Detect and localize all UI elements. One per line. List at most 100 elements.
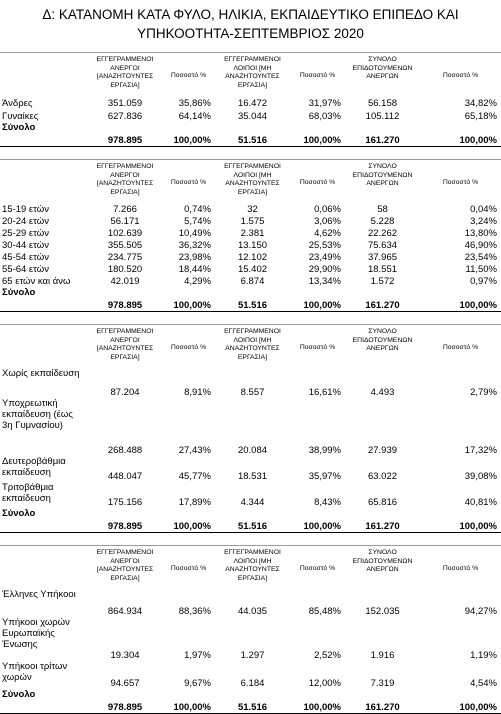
cell: 17,89% (178, 497, 211, 508)
column-header: Ποσοστό % (290, 52, 345, 96)
cell: 175.156 (107, 497, 143, 508)
cell: 88,36% (178, 606, 211, 617)
cell: 65,18% (464, 111, 497, 122)
cell: 42.019 (110, 276, 140, 287)
cell: 2,52% (314, 650, 341, 661)
cell: 180.520 (107, 264, 143, 275)
cell: 18.531 (237, 471, 268, 482)
empty-cell (0, 298, 88, 312)
row-label: 45-54 ετών (2, 252, 49, 263)
cell: 5.228 (370, 216, 395, 227)
total-cell: 51.516 (215, 519, 290, 533)
total-row: 978.895 100,00% 51.516 100,00% 161.270 100,00… (0, 133, 501, 147)
cell: 18.551 (367, 264, 398, 275)
cell: 38,99% (308, 445, 341, 456)
cell: 1.572 (370, 276, 395, 287)
cell: 1.575 (240, 216, 265, 227)
row-label: Τριτοβάθμια εκπαίδευση (2, 482, 54, 504)
data-row: 55-64 ετών 180.520 18,44% 15.402 29,90% 18.55… (0, 263, 501, 275)
cell: 58 (377, 204, 388, 215)
column-header: Ποσοστό % (420, 324, 501, 368)
total-cell: 51.516 (215, 133, 290, 147)
total-label-row: Σύνολο (0, 689, 501, 700)
cell: 4.344 (240, 497, 265, 508)
corner-cell (0, 324, 88, 368)
cell: 87.204 (110, 387, 140, 398)
cell: 36,32% (178, 240, 211, 251)
cell: 3,24% (470, 216, 497, 227)
column-header: ΣΥΝΟΛΟ ΕΠΙΔΟΤΟΥΜΕΝΩΝ ΑΝΕΡΓΩΝ (345, 324, 420, 368)
cell: 8,43% (314, 497, 341, 508)
cell: 16,61% (308, 387, 341, 398)
column-header: Ποσοστό % (162, 159, 215, 203)
row-label: Δευτεροβάθμια εκπαίδευση (2, 456, 66, 478)
cell: 17,32% (464, 445, 497, 456)
column-header: Ποσοστό % (290, 324, 345, 368)
cell: 27,43% (178, 445, 211, 456)
cell: 13,34% (308, 276, 341, 287)
cell: 8,91% (184, 387, 211, 398)
cell: 40,81% (464, 497, 497, 508)
cell: 448.047 (107, 471, 143, 482)
total-cell: 100,00% (420, 133, 501, 147)
cell: 37.965 (367, 252, 398, 263)
row-label: 55-64 ετών (2, 264, 49, 275)
title-line: ΥΠΗΚΟΟΤΗΤΑ-ΣΕΠΤΕΜΒΡΙΟΣ 2020 (137, 26, 364, 41)
cell: 29,90% (308, 264, 341, 275)
cell: 31,97% (308, 98, 341, 109)
cell: 94.657 (110, 678, 140, 689)
empty-cell (0, 133, 88, 147)
cell: 65.816 (367, 497, 398, 508)
total-label-row: Σύνολο (0, 287, 501, 298)
column-header: Ποσοστό % (162, 52, 215, 96)
cell: 8.557 (240, 387, 265, 398)
empty-cell (0, 519, 88, 533)
cell: 7.319 (370, 678, 395, 689)
row-label: Υποχρεωτική εκπαίδευση (έως 3η Γυμνασίου… (2, 398, 73, 431)
data-table: ΕΓΓΕΓΡΑΜΜΕΝΟΙ ΑΝΕΡΓΟΙ [ΑΝΑΖΗΤΟΥΝΤΕΣ ΕΡΓΑ… (0, 159, 501, 312)
cell: 5,74% (184, 216, 211, 227)
cell: 18,44% (178, 264, 211, 275)
total-cell: 100,00% (420, 298, 501, 312)
column-header: ΕΓΓΕΓΡΑΜΜΕΝΟΙ ΑΝΕΡΓΟΙ [ΑΝΑΖΗΤΟΥΝΤΕΣ ΕΡΓΑ… (88, 324, 162, 368)
total-cell: 51.516 (215, 700, 290, 714)
cell: 34,82% (464, 98, 497, 109)
cell: 2,79% (470, 387, 497, 398)
cell: 13,80% (464, 228, 497, 239)
cell: 102.639 (107, 228, 143, 239)
column-header: Ποσοστό % (290, 545, 345, 589)
tables: ΕΓΓΕΓΡΑΜΜΕΝΟΙ ΑΝΕΡΓΟΙ [ΑΝΑΖΗΤΟΥΝΤΕΣ ΕΡΓΑ… (0, 52, 501, 714)
cell: 864.934 (107, 606, 143, 617)
cell: 3,06% (314, 216, 341, 227)
total-label: Σύνολο (2, 689, 36, 700)
corner-cell (0, 545, 88, 589)
total-cell: 978.895 (88, 519, 162, 533)
cell: 16.472 (237, 98, 268, 109)
cell: 27.939 (367, 445, 398, 456)
cell: 20.084 (237, 445, 268, 456)
row-label: Γυναίκες (2, 111, 39, 122)
cell: 12,00% (308, 678, 341, 689)
corner-cell (0, 52, 88, 96)
column-header: ΕΓΓΕΓΡΑΜΜΕΝΟΙ ΛΟΙΠΟΙ [ΜΗ ΑΝΑΖΗΤΟΥΝΤΕΣ ΕΡ… (215, 324, 290, 368)
header-row: ΕΓΓΕΓΡΑΜΜΕΝΟΙ ΑΝΕΡΓΟΙ [ΑΝΑΖΗΤΟΥΝΤΕΣ ΕΡΓΑ… (0, 52, 501, 96)
total-cell: 100,00% (162, 519, 215, 533)
cell: 15.402 (237, 264, 268, 275)
column-header: Ποσοστό % (420, 545, 501, 589)
cell: 4,29% (184, 276, 211, 287)
data-row: 20-24 ετών 56.171 5,74% 1.575 3,06% 5.228 3,24… (0, 215, 501, 227)
row-label: 20-24 ετών (2, 216, 49, 227)
cell: 10,49% (178, 228, 211, 239)
cell: 75.634 (367, 240, 398, 251)
total-cell: 100,00% (290, 133, 345, 147)
cell: 23,54% (464, 252, 497, 263)
total-row: 978.895 100,00% 51.516 100,00% 161.270 100,00… (0, 519, 501, 533)
data-row: Άνδρες 351.059 35,86% 16.472 31,97% 56.158 34,… (0, 96, 501, 109)
cell: 4,54% (470, 678, 497, 689)
cell: 0,04% (470, 204, 497, 215)
data-row: Δευτεροβάθμια εκπαίδευση 448.047 45,77% 18.… (0, 456, 501, 482)
cell: 1,97% (184, 650, 211, 661)
cell: 22.262 (367, 228, 398, 239)
data-row: 65 ετών και άνω 42.019 4,29% 6.874 13,34% 1.5… (0, 275, 501, 287)
total-cell: 100,00% (162, 133, 215, 147)
